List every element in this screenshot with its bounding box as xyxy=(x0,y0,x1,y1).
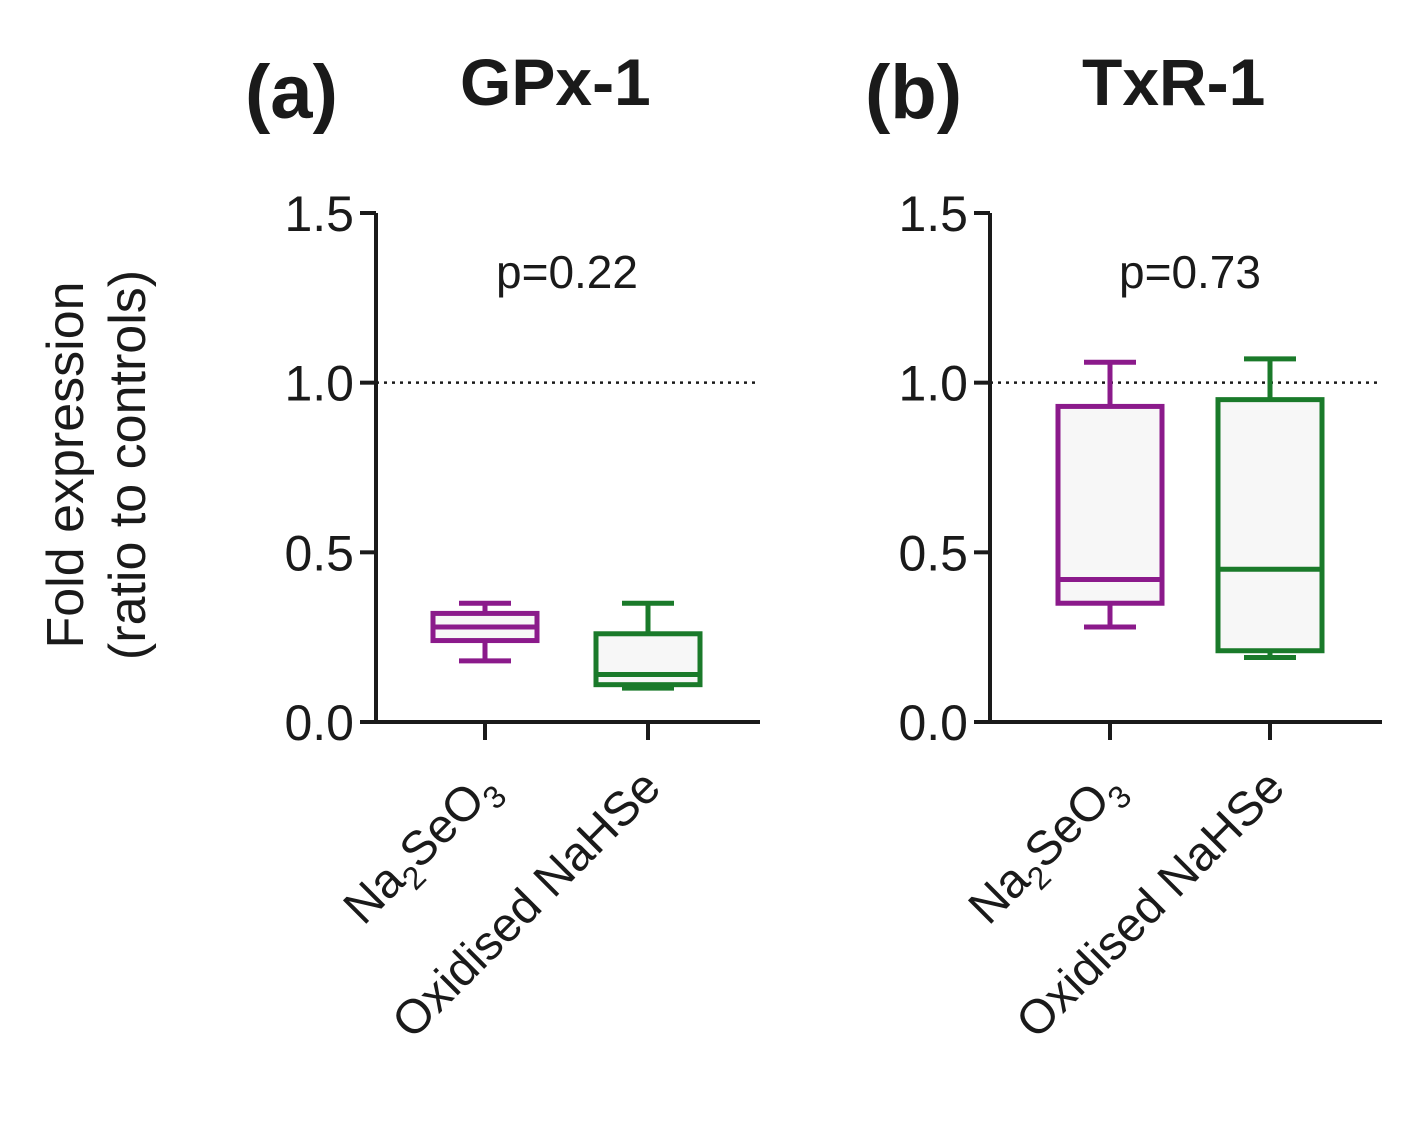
panel-a-y-tick-label: 1.0 xyxy=(284,356,354,412)
iqr-box xyxy=(1215,397,1325,654)
iqr-box xyxy=(1055,403,1165,606)
panel-a-y-tick-label: 1.5 xyxy=(284,186,354,242)
panel-a-y-ticks: 0.0 0.5 1.0 1.5 xyxy=(284,186,760,751)
panel-a-y-tick-label: 0.0 xyxy=(284,695,354,751)
panel-a-p-value: p=0.22 xyxy=(496,246,638,298)
panel-b-box-2 xyxy=(1215,356,1325,661)
panel-b-y-ticks: 0.0 0.5 1.0 1.5 xyxy=(898,186,1382,751)
panel-b-box-1 xyxy=(1055,359,1165,630)
panel-b-y-tick-label: 1.0 xyxy=(898,356,968,412)
panel-b-y-tick-label: 0.0 xyxy=(898,695,968,751)
panel-a-box-2 xyxy=(593,600,703,691)
panel-b-plot xyxy=(990,356,1382,661)
y-axis-label-line1: Fold expression xyxy=(37,281,95,648)
panel-b-title: TxR-1 xyxy=(1082,45,1265,119)
panel-b: (b) TxR-1 p=0.73 0.00.51.01.5 Na2SeO3 Ox… xyxy=(865,45,1382,1049)
panel-a-y-tick-label: 0.5 xyxy=(284,525,354,581)
y-axis-label-line2: (ratio to controls) xyxy=(99,270,157,660)
panel-b-category-label-2: Oxidised NaHSe xyxy=(1006,760,1294,1048)
panel-a-letter: (a) xyxy=(245,50,338,135)
iqr-box xyxy=(593,631,703,688)
panel-b-y-tick-label: 0.5 xyxy=(898,525,968,581)
panel-a-plot xyxy=(376,381,760,691)
panel-a: (a) GPx-1 p=0.22 0.00.51.01.5 Na2SeO3 Ox… xyxy=(245,45,760,1049)
y-axis-label: Fold expression (ratio to controls) xyxy=(37,270,157,660)
panel-a-title: GPx-1 xyxy=(460,45,651,119)
panel-b-p-value: p=0.73 xyxy=(1119,246,1261,298)
panel-a-box-1 xyxy=(430,600,540,664)
panel-b-letter: (b) xyxy=(865,50,962,135)
panel-b-y-tick-label: 1.5 xyxy=(898,186,968,242)
